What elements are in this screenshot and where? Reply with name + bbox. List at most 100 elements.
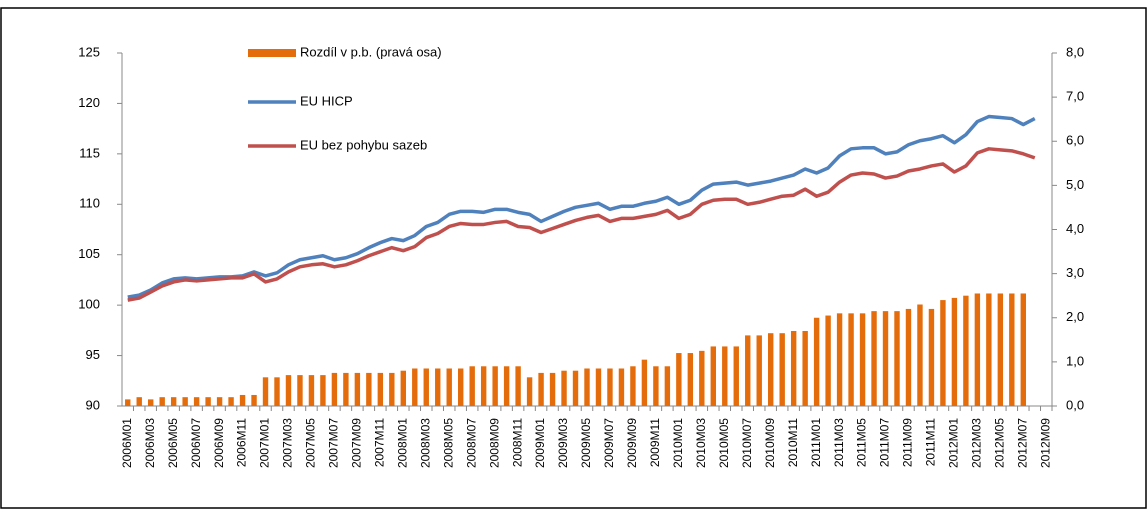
bar [894,311,900,406]
legend-label: Rozdíl v p.b. (pravá osa) [300,44,442,59]
line [127,114,1036,299]
bar [825,315,831,406]
x-tick-label: 2010M09 [763,418,777,468]
bar [446,368,452,406]
bar [308,375,315,406]
bar [148,399,154,406]
x-tick-label: 2009M11 [648,418,662,467]
x-tick-label: 2012M05 [993,418,1007,468]
bar [526,377,533,406]
x-tick-label: 2010M03 [694,418,708,468]
bar [216,397,223,406]
x-tick-label: 2011M03 [832,418,846,467]
bar [871,311,877,406]
bar [136,397,142,406]
x-tick-label: 2009M01 [533,418,547,468]
bar [228,397,234,406]
bar [595,368,602,406]
bar [366,372,372,406]
bar [262,377,269,406]
x-tick-label: 2009M03 [556,418,570,468]
y-tick-label: 105 [78,246,100,261]
x-tick-label: 2010M01 [671,418,685,468]
bar [515,366,521,406]
y-tick-label: 95 [86,347,100,362]
bar [193,397,200,406]
bar [618,368,625,406]
bar [687,353,694,406]
bar [905,308,912,406]
x-tick-label: 2010M11 [786,418,800,467]
x-tick-label: 2009M07 [602,418,616,468]
bar [1009,293,1015,406]
y2-tick-label: 2,0 [1066,309,1084,324]
bar [756,335,762,406]
x-tick-label: 2010M05 [717,418,731,468]
bar [641,359,648,406]
bar [882,311,889,406]
x-tick-label: 2012M09 [1038,418,1052,468]
y-tick-label: 115 [79,145,100,160]
y-tick-label: 110 [79,196,100,211]
bar [170,397,177,406]
bar [997,293,1004,406]
bar [848,313,854,406]
bar [205,397,211,406]
x-tick-label: 2011M09 [901,418,915,467]
bar [1020,293,1026,406]
x-tick-label: 2008M09 [487,418,501,468]
x-tick-label: 2006M11 [235,418,249,467]
bar [676,353,682,406]
y2-tick-label: 6,0 [1066,133,1084,148]
bar [699,350,705,406]
y2-tick-label: 0,0 [1066,397,1084,412]
x-tick-label: 2007M05 [304,418,318,468]
bar [940,300,946,406]
y2-tick-label: 7,0 [1066,89,1084,104]
bar [928,308,935,406]
x-tick-label: 2006M05 [166,418,180,468]
bar [469,366,475,406]
x-tick-label: 2011M05 [855,418,869,467]
bar [503,366,510,406]
bar [423,368,429,406]
x-tick-label: 2008M11 [510,418,524,467]
bar [285,375,292,406]
x-tick-label: 2008M07 [464,418,478,468]
x-tick-label: 2007M09 [350,418,364,468]
bar [710,346,716,406]
bar [400,370,406,406]
bar [986,293,992,406]
frame [0,7,1147,509]
bar [813,317,820,406]
bar [320,375,326,406]
bar [125,399,131,406]
bar [297,375,303,406]
bar [458,368,464,406]
bar [239,394,246,406]
y2-tick-label: 5,0 [1066,177,1084,192]
x-tick-label: 2006M03 [143,418,157,468]
y2-tick-label: 3,0 [1066,265,1084,280]
bar [492,366,498,406]
y2-tick-label: 1,0 [1066,353,1084,368]
x-tick-label: 2006M07 [189,418,203,468]
bar [435,368,441,406]
x-tick-label: 2006M09 [212,418,226,468]
legend-swatch [248,49,296,57]
bar [802,330,808,406]
y-tick-label: 90 [86,397,100,412]
x-tick-label: 2010M07 [740,418,754,468]
bar [331,372,338,406]
x-tick-label: 2011M11 [924,418,938,467]
bar [630,366,636,406]
x-tick-label: 2008M03 [418,418,432,468]
bar [722,346,728,406]
bar [779,333,785,406]
bar [377,372,384,406]
bar [480,366,487,406]
x-tick-label: 2012M07 [1015,418,1029,468]
bar [917,304,923,406]
y2-tick-label: 8,0 [1066,44,1084,59]
